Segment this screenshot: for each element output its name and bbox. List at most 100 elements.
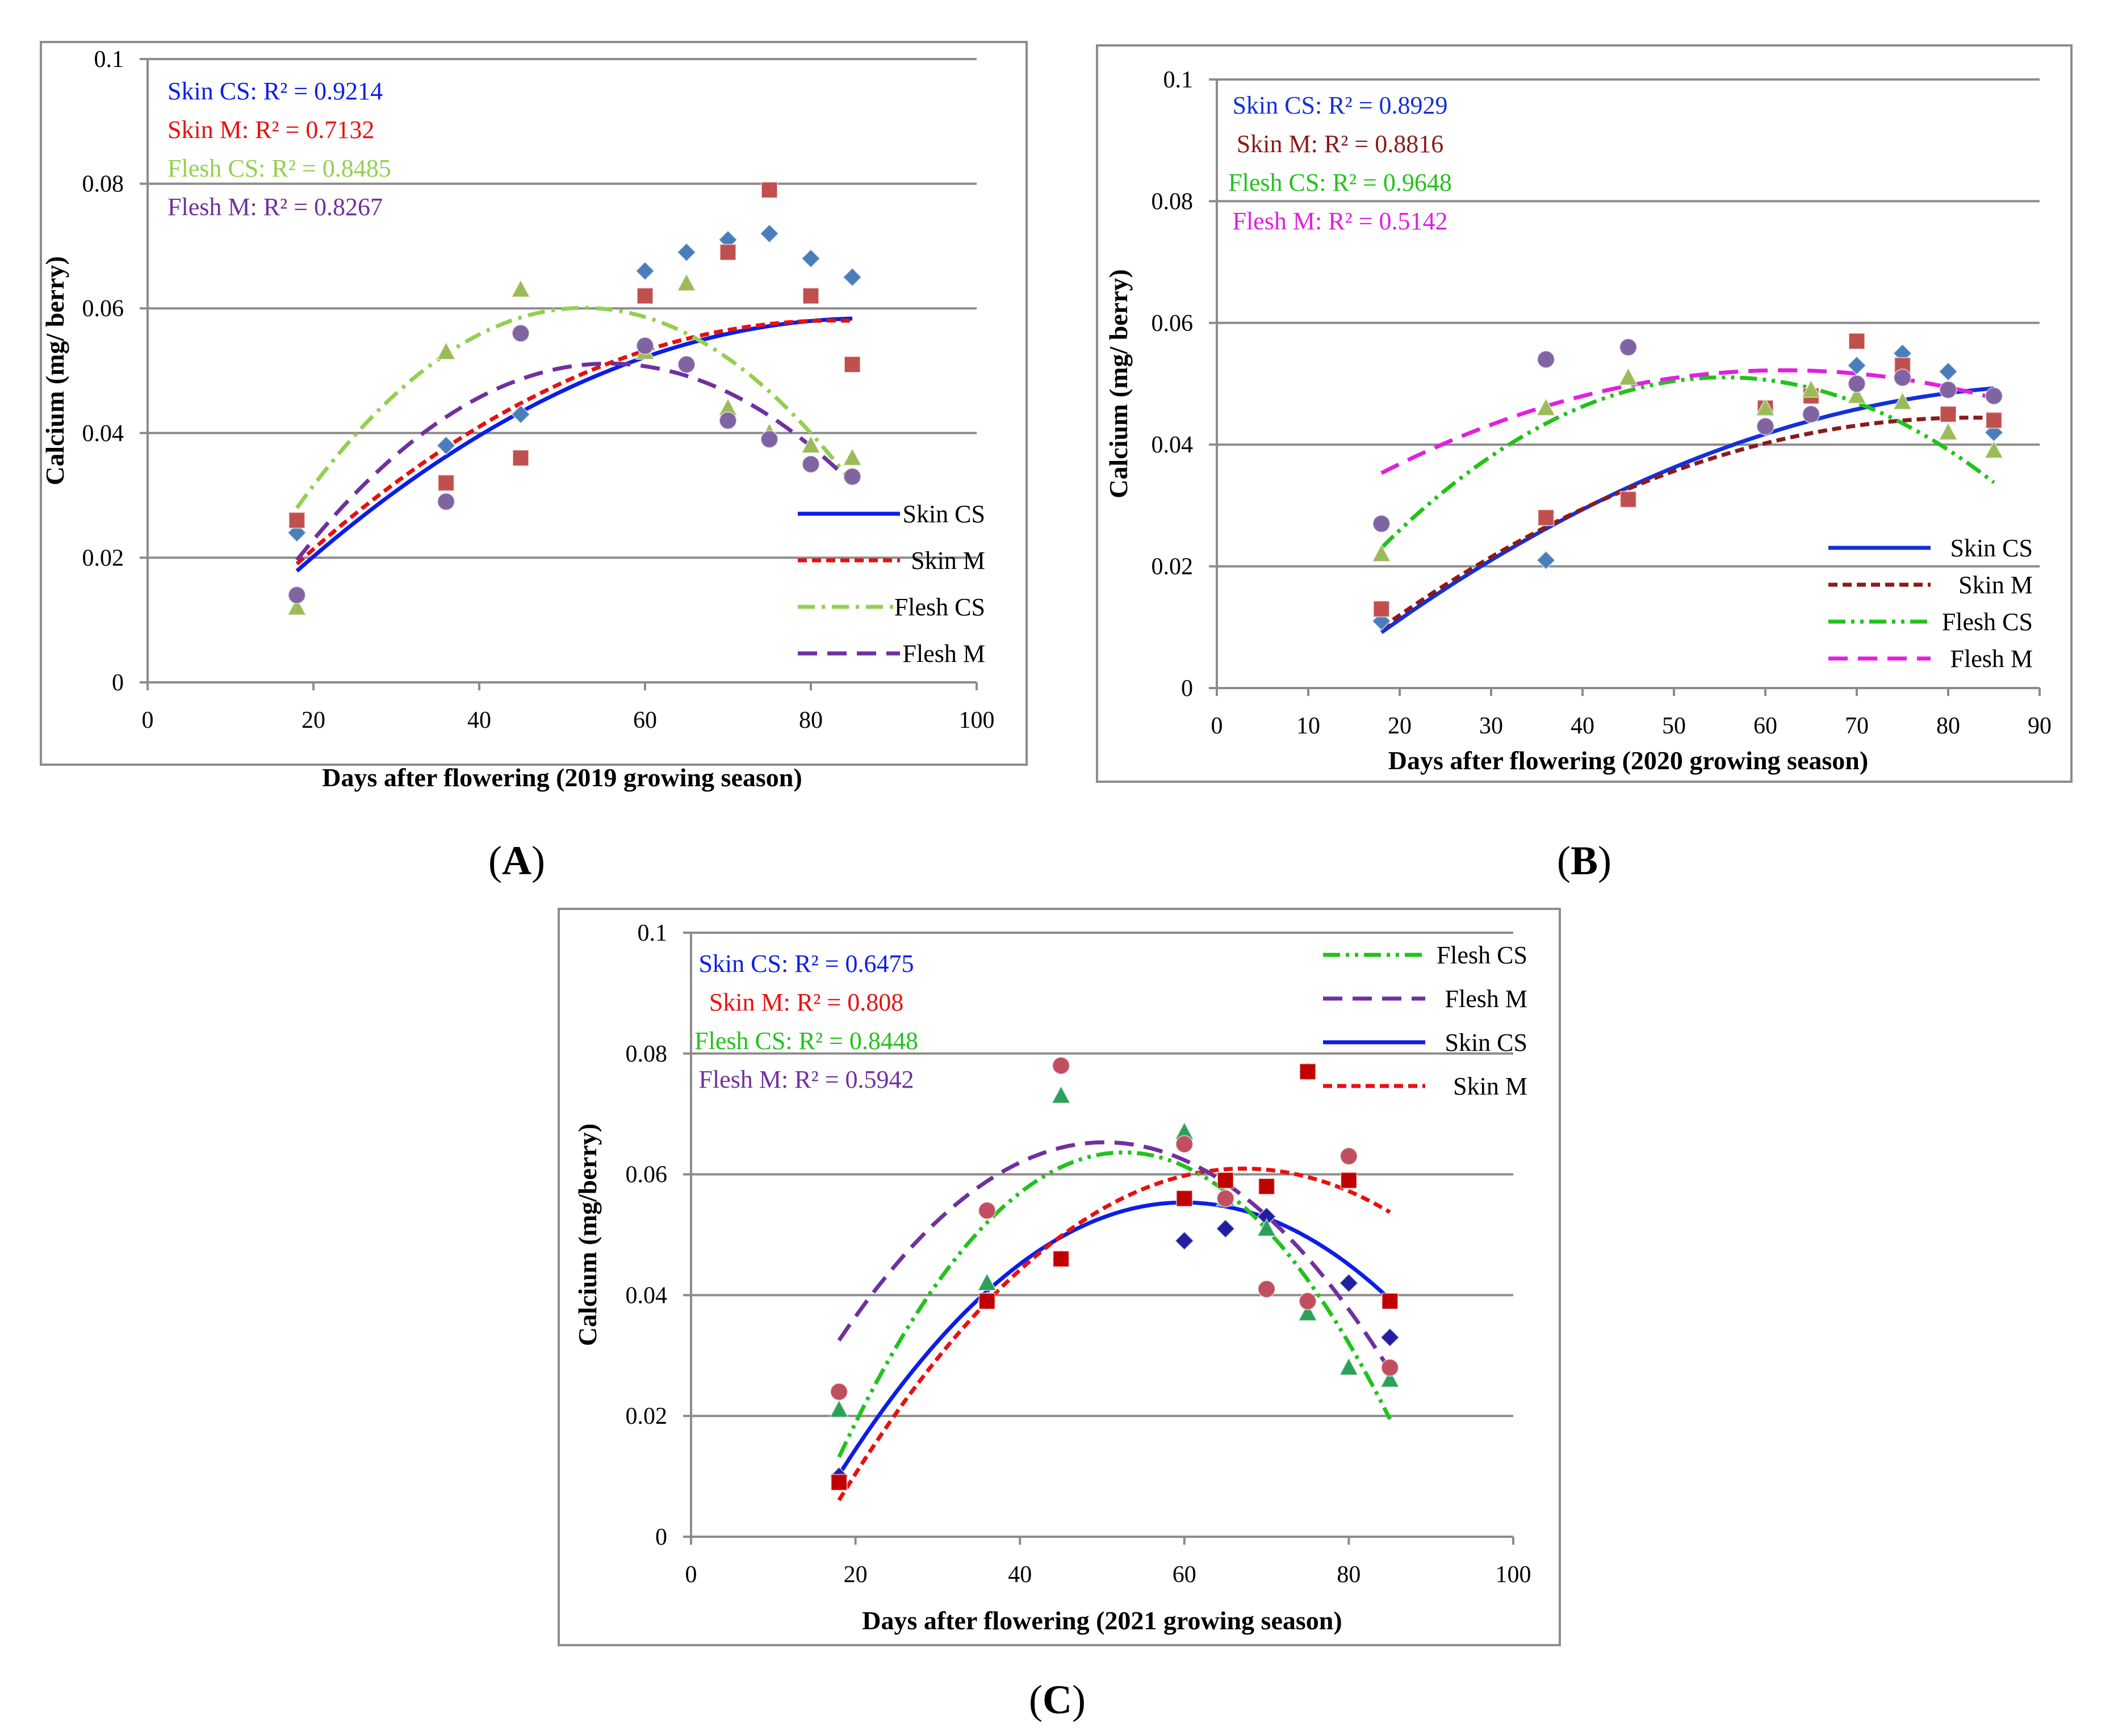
data-point bbox=[510, 404, 531, 425]
data-point bbox=[802, 287, 819, 305]
x-tick-label: 70 bbox=[1845, 713, 1869, 739]
x-tick-label: 100 bbox=[1496, 1562, 1531, 1588]
y-axis-label: Calcium (mg/ berry) bbox=[40, 256, 69, 485]
x-tick-label: 0 bbox=[142, 707, 154, 733]
data-point bbox=[1372, 600, 1390, 618]
data-point bbox=[287, 586, 306, 605]
y-tick-label: 0.1 bbox=[638, 920, 668, 946]
data-point bbox=[1893, 368, 1912, 387]
x-tick-label: 20 bbox=[1388, 713, 1412, 739]
trendline-skin-m bbox=[295, 318, 853, 565]
data-point bbox=[1847, 385, 1867, 404]
x-axis-label: Days after flowering (2021 growing seaso… bbox=[862, 1606, 1342, 1635]
panel-letter: C bbox=[1043, 1677, 1072, 1722]
trendline-flesh-cs bbox=[1380, 375, 1995, 550]
trendline-flesh-m bbox=[837, 1140, 1392, 1372]
legend-label: Flesh M bbox=[1445, 985, 1527, 1013]
data-point bbox=[1985, 387, 2003, 405]
data-point bbox=[977, 1272, 997, 1291]
data-point bbox=[1175, 1190, 1193, 1207]
data-point bbox=[760, 430, 778, 448]
data-point bbox=[828, 1399, 849, 1418]
y-axis-label: Calcium (mg/berry) bbox=[573, 1123, 602, 1346]
x-tick-label: 40 bbox=[1008, 1562, 1032, 1588]
data-point bbox=[676, 272, 697, 292]
data-point bbox=[676, 242, 697, 262]
data-point bbox=[1939, 380, 1957, 399]
r2-annotation: Skin CS: R² = 0.9214 bbox=[168, 77, 383, 105]
data-point bbox=[759, 224, 780, 244]
x-tick-label: 80 bbox=[1936, 713, 1960, 739]
x-tick-label: 50 bbox=[1662, 713, 1686, 739]
data-point bbox=[436, 435, 457, 456]
data-point bbox=[437, 492, 455, 511]
data-point bbox=[1257, 1280, 1276, 1298]
data-point bbox=[1175, 1135, 1194, 1154]
r2-annotation: Skin M: R² = 0.808 bbox=[709, 988, 903, 1016]
paren: ) bbox=[1072, 1677, 1086, 1722]
data-point bbox=[1174, 1231, 1195, 1251]
y-tick-label: 0.08 bbox=[82, 171, 124, 198]
data-point bbox=[1338, 1356, 1359, 1376]
data-point bbox=[437, 474, 455, 492]
data-point bbox=[1619, 338, 1638, 357]
y-tick-label: 0.04 bbox=[82, 421, 124, 447]
x-tick-label: 0 bbox=[1211, 713, 1223, 739]
data-point bbox=[978, 1201, 997, 1220]
data-point bbox=[1052, 1056, 1070, 1075]
data-point bbox=[830, 1382, 848, 1401]
data-point bbox=[1985, 412, 2003, 429]
legend-label: Flesh CS bbox=[1437, 941, 1527, 969]
legend-label: Skin CS bbox=[902, 500, 985, 528]
y-tick-label: 0.1 bbox=[94, 47, 124, 73]
data-point bbox=[1938, 362, 1958, 381]
r2-annotation: Skin M: R² = 0.7132 bbox=[168, 116, 374, 144]
data-point bbox=[1258, 1177, 1275, 1195]
data-point bbox=[288, 511, 305, 529]
y-tick-label: 0.02 bbox=[82, 545, 124, 571]
y-tick-label: 0.02 bbox=[1152, 554, 1194, 580]
x-tick-label: 30 bbox=[1479, 713, 1503, 739]
data-point bbox=[844, 356, 861, 374]
x-tick-label: 0 bbox=[685, 1562, 697, 1588]
y-tick-label: 0.04 bbox=[626, 1282, 668, 1309]
data-point bbox=[1216, 1189, 1235, 1208]
chart-panel-b: 0 0.02 0.04 0.06 0.08 0.1 0 10 20 30 40 50 60 70 80 90 D… bbox=[1096, 44, 2073, 783]
x-tick-label: 90 bbox=[2028, 713, 2052, 739]
data-point bbox=[1848, 332, 1865, 350]
data-point bbox=[637, 287, 654, 305]
trendline-flesh-m bbox=[295, 361, 854, 561]
data-point bbox=[1847, 355, 1867, 376]
data-point bbox=[677, 355, 696, 374]
data-point bbox=[1756, 417, 1774, 436]
trendline-skin-m bbox=[1380, 416, 1994, 630]
data-point bbox=[636, 337, 654, 355]
data-point bbox=[1340, 1172, 1358, 1189]
paren: ( bbox=[488, 838, 502, 883]
data-point bbox=[1380, 1327, 1400, 1348]
data-point bbox=[761, 181, 778, 199]
data-point bbox=[843, 467, 861, 486]
panel-letter: B bbox=[1571, 838, 1598, 883]
data-point bbox=[1802, 405, 1820, 423]
data-point bbox=[1848, 375, 1866, 393]
legend-label: Flesh CS bbox=[1942, 608, 2033, 636]
y-tick-label: 0 bbox=[1181, 676, 1193, 702]
chart-frame bbox=[558, 908, 1561, 1646]
trendline-skin-m bbox=[837, 1166, 1391, 1502]
data-point bbox=[436, 341, 457, 360]
panel-caption: (A) bbox=[488, 838, 545, 883]
x-tick-label: 20 bbox=[302, 707, 325, 733]
data-point bbox=[512, 449, 529, 467]
y-tick-label: 0.02 bbox=[626, 1403, 668, 1429]
data-point bbox=[1983, 439, 2004, 459]
trendline-flesh-cs bbox=[295, 305, 854, 509]
data-point bbox=[1256, 1218, 1277, 1237]
paren: ) bbox=[1598, 838, 1611, 883]
data-point bbox=[1372, 514, 1391, 533]
r2-annotation: Skin M: R² = 0.8816 bbox=[1237, 130, 1443, 158]
data-point bbox=[287, 597, 307, 616]
y-tick-label: 0 bbox=[655, 1524, 667, 1550]
data-point bbox=[1801, 379, 1822, 398]
x-axis-label: Days after flowering (2020 growing seaso… bbox=[1388, 746, 1868, 775]
